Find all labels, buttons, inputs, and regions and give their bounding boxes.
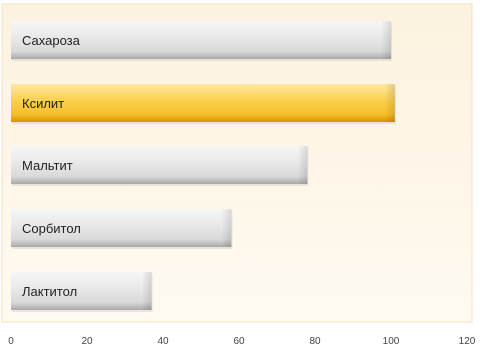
x-tick-label: 40 bbox=[157, 336, 169, 347]
category-label: Ксилит bbox=[22, 96, 64, 111]
bar-5-end-shade bbox=[141, 272, 152, 310]
x-tick-label: 60 bbox=[233, 336, 245, 347]
bar-4-end-shade bbox=[221, 209, 232, 247]
category-label: Сахароза bbox=[22, 33, 81, 48]
category-label: Мальтит bbox=[22, 158, 73, 173]
bar bbox=[11, 272, 152, 310]
bar-1-end-shade bbox=[381, 21, 391, 59]
category-label: Лактитол bbox=[22, 284, 77, 299]
bar bbox=[11, 21, 391, 59]
bar-3-end-shade bbox=[297, 146, 308, 184]
x-tick-label: 0 bbox=[8, 336, 14, 347]
category-labels: Сахароза Ксилит Мальтит Сорбитол Лактитол bbox=[22, 33, 81, 299]
bar-2-end-shade bbox=[384, 84, 395, 122]
bar bbox=[11, 146, 308, 184]
x-axis-ticks: 0 20 40 60 80 100 120 bbox=[8, 336, 476, 347]
x-tick-label: 80 bbox=[309, 336, 321, 347]
category-label: Сорбитол bbox=[22, 221, 81, 236]
bar bbox=[11, 209, 232, 247]
bars-layer bbox=[11, 21, 396, 312]
bar-highlighted bbox=[11, 84, 395, 122]
x-tick-label: 120 bbox=[459, 336, 476, 347]
x-tick-label: 20 bbox=[81, 336, 93, 347]
x-tick-label: 100 bbox=[383, 336, 400, 347]
